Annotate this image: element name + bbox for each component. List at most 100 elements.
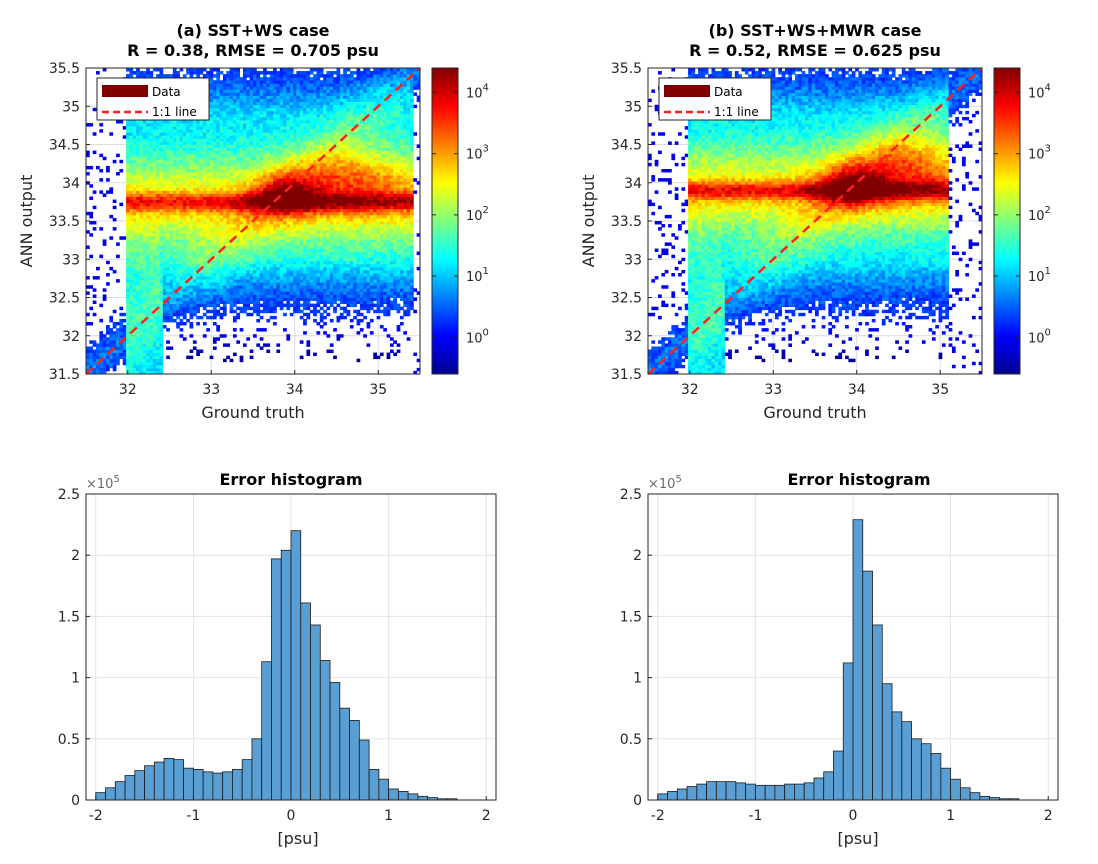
density-cell bbox=[253, 249, 257, 252]
density-cell bbox=[139, 239, 143, 242]
density-cell bbox=[200, 215, 204, 218]
density-cell bbox=[263, 282, 267, 285]
density-cell bbox=[170, 319, 174, 322]
density-cell bbox=[156, 313, 160, 316]
density-cell bbox=[280, 157, 284, 160]
density-cell bbox=[230, 77, 234, 80]
density-cell bbox=[173, 157, 177, 160]
density-cell bbox=[143, 175, 147, 178]
density-cell bbox=[223, 169, 227, 172]
density-cell bbox=[170, 193, 174, 196]
density-cell bbox=[196, 74, 200, 77]
density-cell bbox=[310, 151, 314, 154]
density-cell bbox=[123, 346, 127, 349]
density-cell bbox=[109, 132, 113, 135]
density-cell bbox=[230, 212, 234, 215]
density-cell bbox=[213, 129, 217, 132]
density-cell bbox=[270, 304, 274, 307]
density-cell bbox=[310, 291, 314, 294]
density-cell bbox=[173, 261, 177, 264]
density-cell bbox=[250, 350, 254, 353]
density-cell bbox=[89, 166, 93, 169]
density-cell bbox=[283, 141, 287, 144]
density-cell bbox=[200, 200, 204, 203]
density-cell bbox=[233, 132, 237, 135]
density-cell bbox=[233, 310, 237, 313]
density-cell bbox=[220, 298, 224, 301]
density-cell bbox=[253, 83, 257, 86]
density-cell bbox=[283, 193, 287, 196]
density-cell bbox=[303, 264, 307, 267]
density-cell bbox=[283, 163, 287, 166]
density-cell bbox=[300, 138, 304, 141]
density-cell bbox=[153, 135, 157, 138]
density-cell bbox=[86, 285, 90, 288]
density-cell bbox=[210, 310, 214, 313]
density-cell bbox=[159, 285, 163, 288]
density-cell bbox=[310, 218, 314, 221]
density-cell bbox=[203, 172, 207, 175]
density-cell bbox=[159, 178, 163, 181]
density-cell bbox=[293, 157, 297, 160]
density-cell bbox=[273, 68, 277, 71]
density-cell bbox=[126, 206, 130, 209]
density-cell bbox=[250, 230, 254, 233]
density-cell bbox=[143, 126, 147, 129]
density-cell bbox=[123, 356, 127, 359]
density-cell bbox=[186, 304, 190, 307]
density-cell bbox=[143, 261, 147, 264]
density-cell bbox=[246, 273, 250, 276]
density-cell bbox=[143, 190, 147, 193]
density-cell bbox=[129, 126, 133, 129]
density-cell bbox=[230, 298, 234, 301]
density-cell bbox=[310, 230, 314, 233]
density-cell bbox=[300, 267, 304, 270]
density-cell bbox=[180, 215, 184, 218]
density-cell bbox=[143, 307, 147, 310]
density-cell bbox=[186, 197, 190, 200]
density-cell bbox=[149, 166, 153, 169]
density-cell bbox=[173, 160, 177, 163]
density-cell bbox=[266, 187, 270, 190]
density-cell bbox=[129, 294, 133, 297]
density-cell bbox=[206, 285, 210, 288]
density-cell bbox=[203, 215, 207, 218]
density-cell bbox=[210, 141, 214, 144]
density-cell bbox=[86, 172, 90, 175]
density-cell bbox=[290, 298, 294, 301]
density-cell bbox=[133, 132, 137, 135]
density-cell bbox=[216, 291, 220, 294]
density-cell bbox=[230, 218, 234, 221]
density-cell bbox=[193, 218, 197, 221]
density-cell bbox=[163, 166, 167, 169]
density-cell bbox=[283, 203, 287, 206]
density-cell bbox=[210, 239, 214, 242]
density-cell bbox=[193, 224, 197, 227]
density-cell bbox=[250, 288, 254, 291]
density-cell bbox=[270, 117, 274, 120]
density-cell bbox=[126, 343, 130, 346]
density-cell bbox=[236, 261, 240, 264]
density-cell bbox=[260, 249, 264, 252]
density-cell bbox=[286, 264, 290, 267]
density-cell bbox=[126, 307, 130, 310]
density-cell bbox=[266, 96, 270, 99]
density-cell bbox=[303, 163, 307, 166]
density-cell bbox=[253, 310, 257, 313]
density-cell bbox=[286, 227, 290, 230]
density-cell bbox=[186, 120, 190, 123]
density-cell bbox=[243, 193, 247, 196]
density-cell bbox=[260, 276, 264, 279]
density-cell bbox=[129, 343, 133, 346]
density-cell bbox=[293, 163, 297, 166]
density-cell bbox=[256, 190, 260, 193]
density-cell bbox=[226, 301, 230, 304]
density-cell bbox=[136, 230, 140, 233]
density-cell bbox=[126, 328, 130, 331]
density-cell bbox=[296, 193, 300, 196]
density-cell bbox=[280, 252, 284, 255]
density-cell bbox=[153, 132, 157, 135]
density-cell bbox=[296, 123, 300, 126]
density-cell bbox=[290, 245, 294, 248]
density-cell bbox=[163, 123, 167, 126]
